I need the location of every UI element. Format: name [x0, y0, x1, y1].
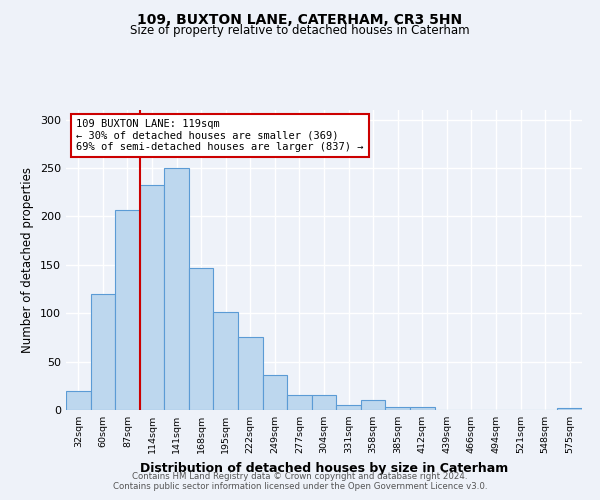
Bar: [361, 400, 385, 410]
Bar: [238, 338, 263, 410]
Bar: [287, 396, 312, 410]
Bar: [115, 210, 140, 410]
Text: 109, BUXTON LANE, CATERHAM, CR3 5HN: 109, BUXTON LANE, CATERHAM, CR3 5HN: [137, 12, 463, 26]
Bar: [189, 268, 214, 410]
Text: 109 BUXTON LANE: 119sqm
← 30% of detached houses are smaller (369)
69% of semi-d: 109 BUXTON LANE: 119sqm ← 30% of detache…: [76, 119, 364, 152]
Bar: [410, 407, 434, 410]
Bar: [66, 390, 91, 410]
X-axis label: Distribution of detached houses by size in Caterham: Distribution of detached houses by size …: [140, 462, 508, 474]
Text: Contains public sector information licensed under the Open Government Licence v3: Contains public sector information licen…: [113, 482, 487, 491]
Bar: [557, 408, 582, 410]
Bar: [91, 294, 115, 410]
Bar: [336, 405, 361, 410]
Bar: [385, 407, 410, 410]
Bar: [164, 168, 189, 410]
Bar: [263, 375, 287, 410]
Text: Size of property relative to detached houses in Caterham: Size of property relative to detached ho…: [130, 24, 470, 37]
Text: Contains HM Land Registry data © Crown copyright and database right 2024.: Contains HM Land Registry data © Crown c…: [132, 472, 468, 481]
Bar: [214, 312, 238, 410]
Bar: [140, 184, 164, 410]
Y-axis label: Number of detached properties: Number of detached properties: [22, 167, 34, 353]
Bar: [312, 396, 336, 410]
